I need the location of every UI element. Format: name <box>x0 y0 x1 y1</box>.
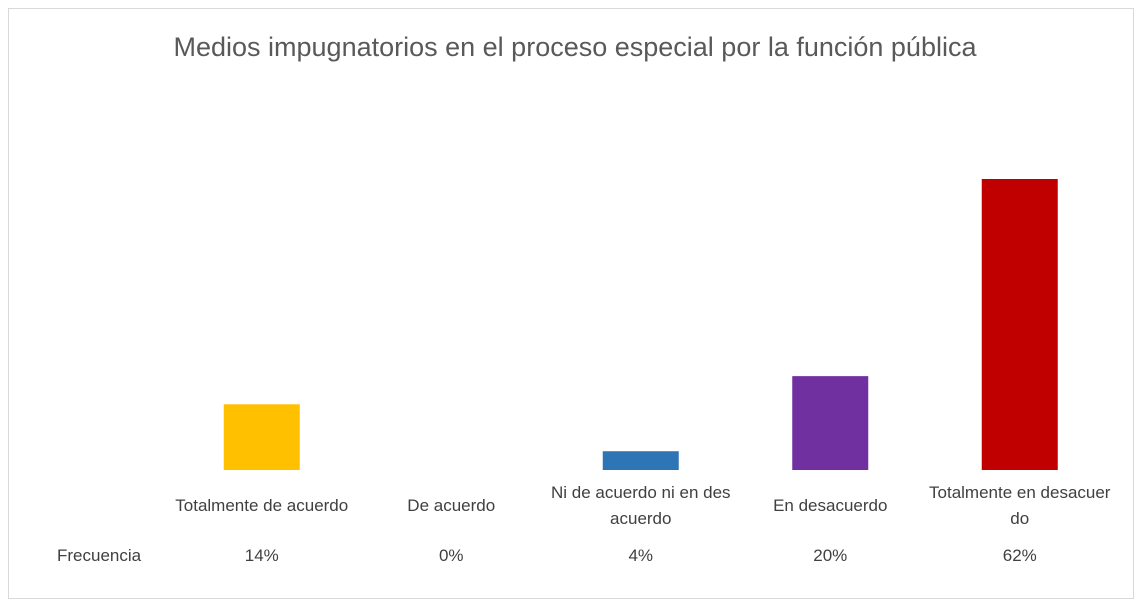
x-tick-label: En desacuerdo <box>773 496 888 515</box>
bar <box>792 376 869 470</box>
data-label: 62% <box>1002 546 1037 565</box>
x-tick-label: Ni de acuerdo ni en desacuerdo <box>550 483 731 528</box>
data-label: 0% <box>438 546 464 565</box>
x-tick-label: Totalmente de acuerdo <box>175 496 349 515</box>
bar <box>223 404 300 470</box>
bar <box>602 451 679 470</box>
chart-frame <box>8 8 1134 599</box>
series-name: Frecuencia <box>57 546 142 565</box>
chart-title: Medios impugnatorios en el proceso espec… <box>173 32 977 62</box>
x-tick-label: De acuerdo <box>407 496 496 515</box>
x-tick-label: Totalmente en desacuerdo <box>929 483 1111 528</box>
data-label: 20% <box>813 546 848 565</box>
data-label: 14% <box>244 546 279 565</box>
bar <box>981 179 1058 470</box>
data-label: 4% <box>628 546 654 565</box>
